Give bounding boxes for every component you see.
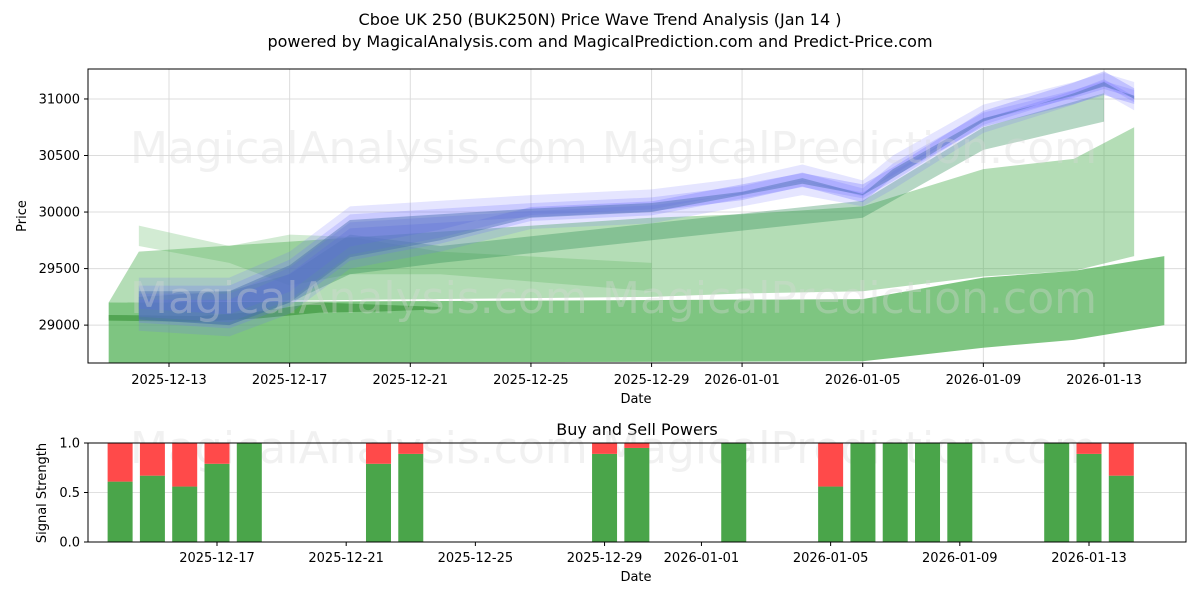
x-tick-label: 2026-01-05 xyxy=(793,551,869,566)
sell-bar xyxy=(366,443,391,464)
sell-bar xyxy=(140,443,165,476)
price-chart: MagicalAnalysis.com MagicalPrediction.co… xyxy=(15,69,1186,407)
sell-bar xyxy=(108,443,133,482)
y-axis-label: Signal Strength xyxy=(35,443,50,543)
y-tick-label: 0.0 xyxy=(59,536,80,551)
sell-bar xyxy=(1077,443,1102,454)
buy-bar xyxy=(818,487,843,542)
chart-canvas: MagicalAnalysis.com MagicalPrediction.co… xyxy=(0,0,1200,600)
x-axis-ticks: 2025-12-17 2025-12-21 2025-12-25 2025-12-29… xyxy=(179,542,1127,566)
x-tick-label: 2026-01-05 xyxy=(825,373,901,388)
sell-bar xyxy=(205,443,230,464)
x-tick-label: 2025-12-21 xyxy=(308,551,384,566)
x-axis-ticks: 2025-12-13 2025-12-17 2025-12-21 2025-12-25… xyxy=(131,363,1142,388)
y-tick-label: 30500 xyxy=(39,149,80,164)
x-tick-label: 2025-12-29 xyxy=(567,551,643,566)
buy-bar xyxy=(592,454,617,542)
x-axis-label: Date xyxy=(620,392,651,407)
x-tick-label: 2025-12-17 xyxy=(179,551,255,566)
buy-sell-chart: Buy and Sell Powers MagicalAnalysis.com … xyxy=(35,420,1186,585)
buy-bar xyxy=(850,443,875,542)
sell-bar xyxy=(624,443,649,448)
y-tick-label: 29500 xyxy=(39,262,80,277)
buy-bar xyxy=(366,464,391,542)
buy-bar xyxy=(140,476,165,542)
watermark: MagicalPrediction.com xyxy=(602,123,1097,174)
sell-bar xyxy=(1109,443,1134,476)
buy-bar xyxy=(1044,443,1069,542)
watermark: MagicalPrediction.com xyxy=(602,273,1097,324)
watermark: MagicalAnalysis.com xyxy=(130,123,588,174)
y-axis-label: Price xyxy=(15,200,30,232)
buy-bar xyxy=(721,443,746,542)
sell-bar xyxy=(818,443,843,487)
y-tick-label: 31000 xyxy=(39,92,80,107)
x-axis-label: Date xyxy=(620,570,651,585)
x-tick-label: 2025-12-25 xyxy=(493,373,569,388)
x-tick-label: 2026-01-13 xyxy=(1066,373,1142,388)
y-tick-label: 0.5 xyxy=(59,486,80,501)
buy-bar xyxy=(624,448,649,542)
buy-bar xyxy=(947,443,972,542)
x-tick-label: 2025-12-25 xyxy=(438,551,514,566)
x-tick-label: 2025-12-29 xyxy=(614,373,690,388)
y-axis-ticks: 0.0 0.5 1.0 xyxy=(59,437,88,551)
x-tick-label: 2025-12-21 xyxy=(373,373,449,388)
watermark: MagicalAnalysis.com xyxy=(130,423,588,474)
sell-bar xyxy=(172,443,197,487)
buy-bar xyxy=(205,464,230,542)
buy-bar xyxy=(237,443,262,542)
buy-bar xyxy=(1109,476,1134,542)
watermark: MagicalPrediction.com xyxy=(602,423,1097,474)
sell-bar xyxy=(592,443,617,454)
x-tick-label: 2026-01-01 xyxy=(664,551,740,566)
x-tick-label: 2026-01-09 xyxy=(946,373,1022,388)
y-axis-ticks: 29000 29500 30000 30500 31000 xyxy=(39,92,88,333)
sell-bar xyxy=(398,443,423,454)
y-tick-label: 29000 xyxy=(39,319,80,334)
buy-bar xyxy=(915,443,940,542)
watermark: MagicalAnalysis.com xyxy=(130,273,588,324)
x-tick-label: 2026-01-09 xyxy=(922,551,998,566)
x-tick-label: 2025-12-13 xyxy=(131,373,207,388)
buy-bar xyxy=(172,487,197,542)
x-tick-label: 2026-01-13 xyxy=(1051,551,1127,566)
buy-bar xyxy=(398,454,423,542)
x-tick-label: 2026-01-01 xyxy=(704,373,780,388)
buy-bar xyxy=(1077,454,1102,542)
y-tick-label: 30000 xyxy=(39,206,80,221)
buy-bar xyxy=(108,482,133,542)
x-tick-label: 2025-12-17 xyxy=(252,373,328,388)
buy-bar xyxy=(883,443,908,542)
y-tick-label: 1.0 xyxy=(59,437,80,452)
